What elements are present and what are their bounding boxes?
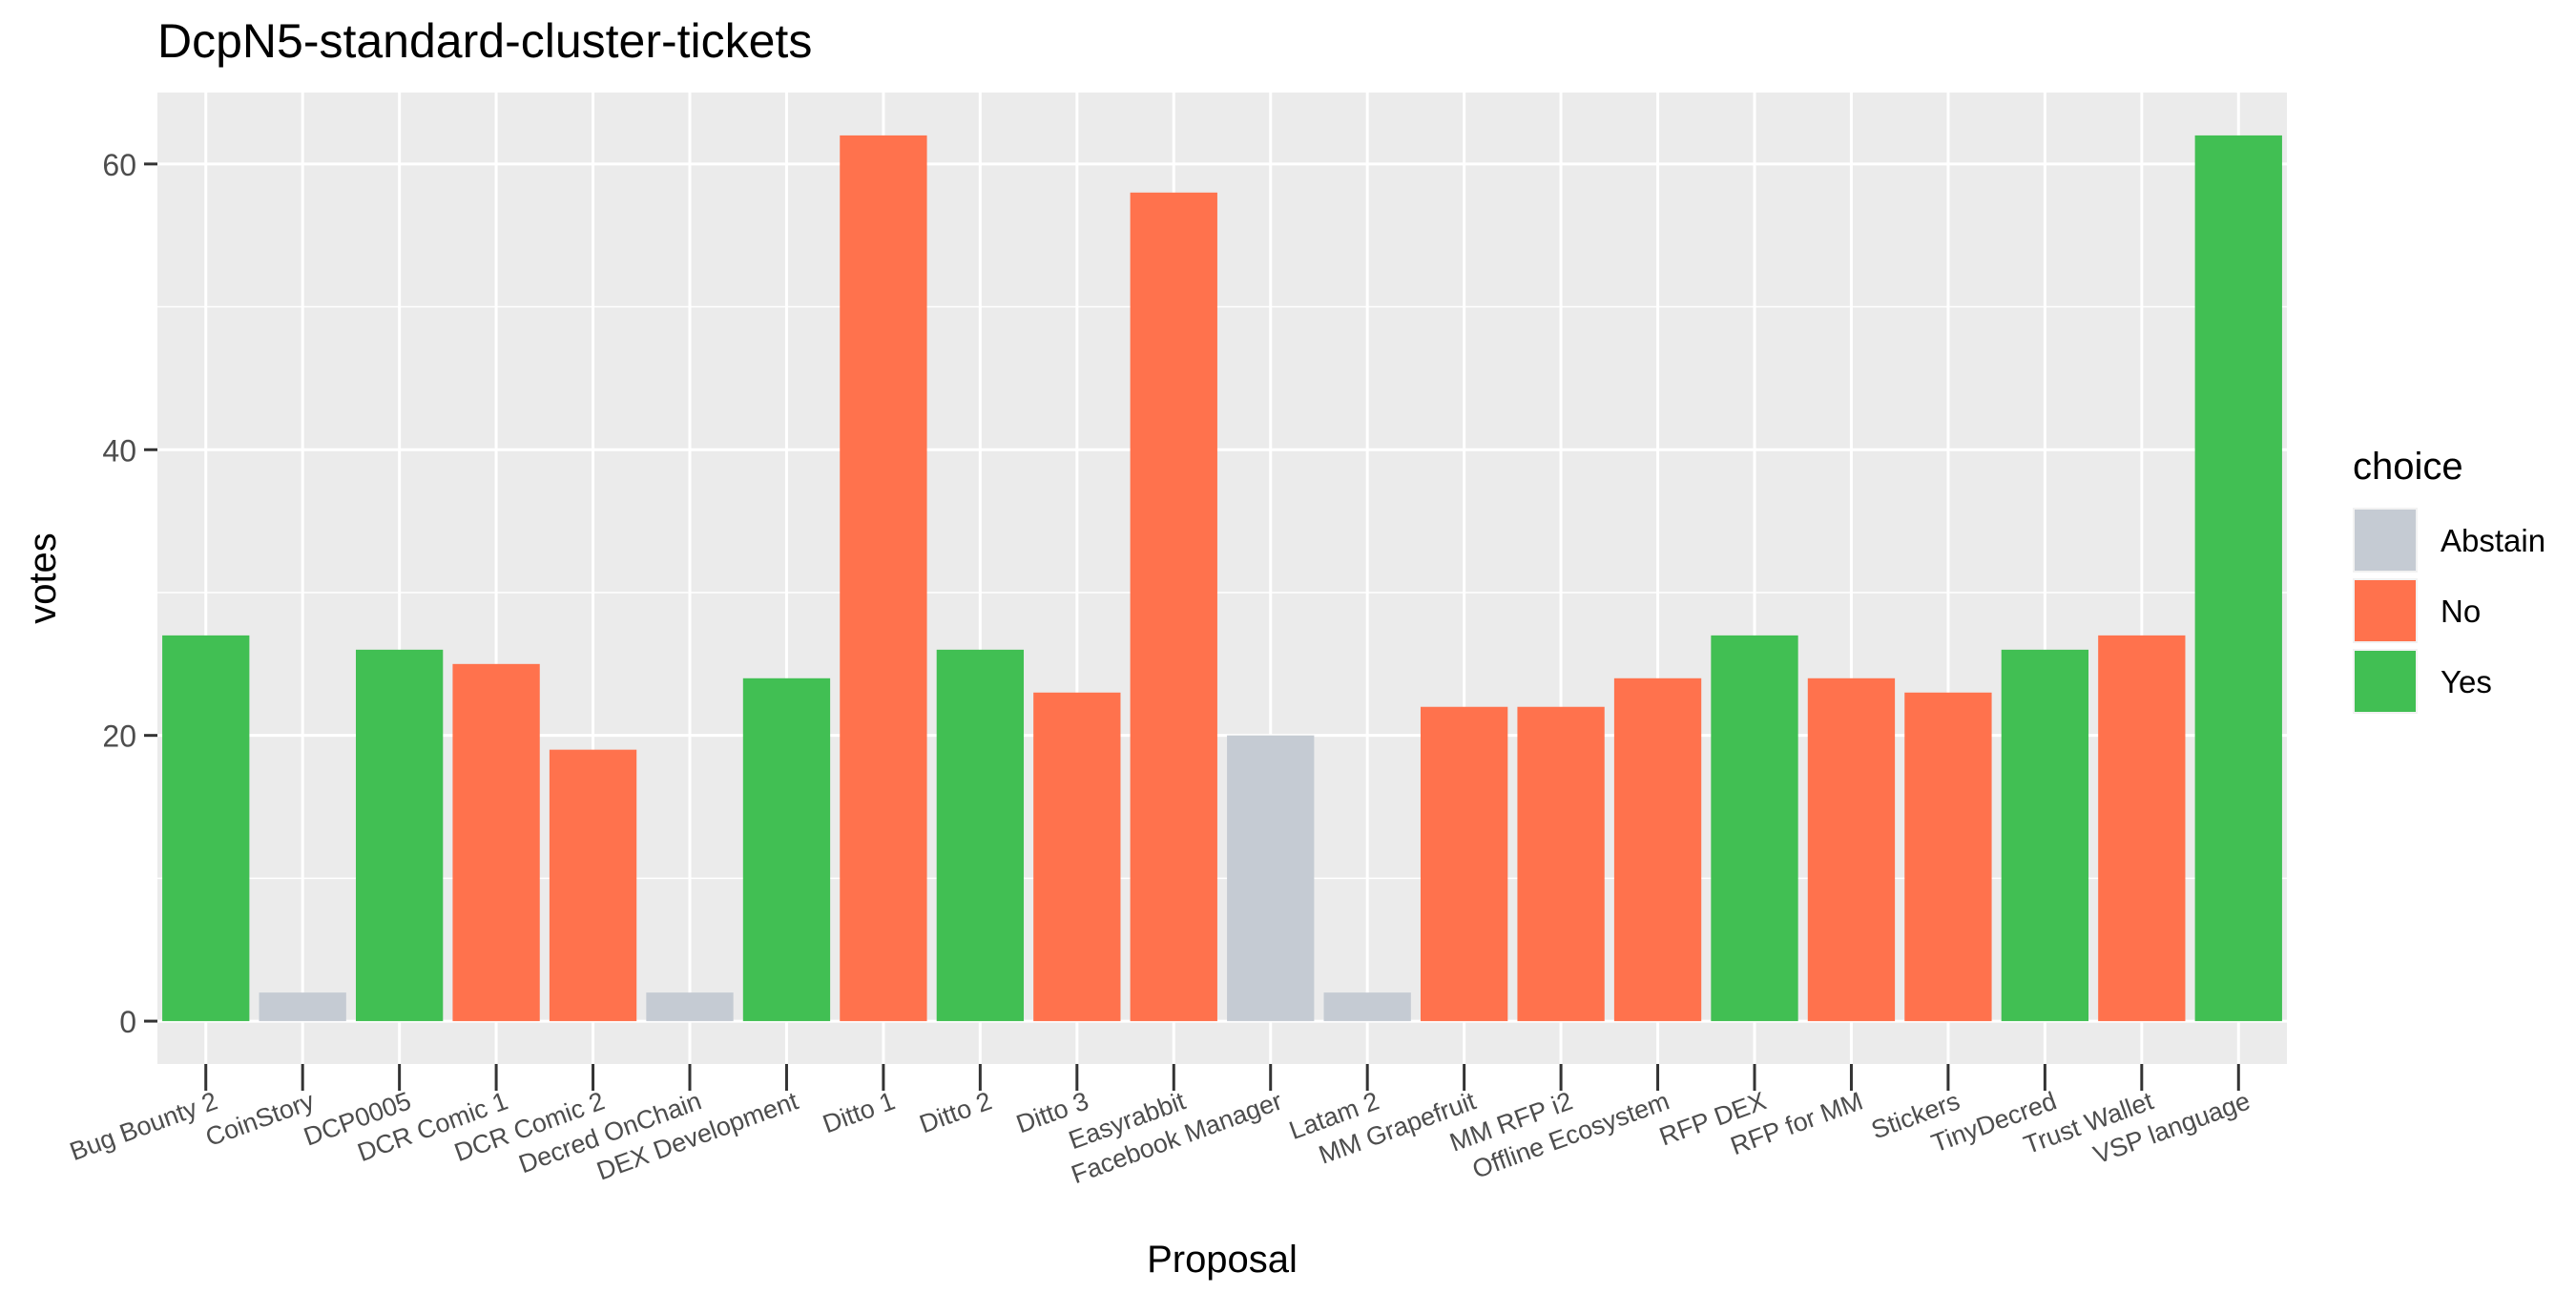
bar-mm-grapefruit: MM Grapefruit: 22	[1420, 706, 1508, 1022]
bar-mm-rfp-i2: MM RFP i2: 22	[1517, 706, 1605, 1022]
chart-title: DcpN5-standard-cluster-tickets	[157, 14, 812, 68]
bar-latam-2: Latam 2: 2	[1323, 992, 1411, 1022]
legend-swatch-abstain	[2355, 510, 2416, 571]
bar-coinstory: CoinStory: 2	[259, 992, 346, 1022]
legend-label-abstain: Abstain	[2441, 523, 2545, 558]
x-tick-label: Ditto 2	[916, 1086, 996, 1138]
y-tick-label: 20	[102, 719, 136, 754]
legend-label-no: No	[2441, 594, 2481, 629]
legend: choice Abstain No Yes	[2353, 446, 2545, 714]
bar-vsp-language: VSP language: 62	[2194, 135, 2282, 1022]
bar-facebook-manager: Facebook Manager: 20	[1227, 735, 1315, 1022]
bar-dcr-comic-2: DCR Comic 2: 19	[549, 749, 637, 1022]
bar-dcp0005: DCP0005: 26	[355, 649, 444, 1022]
legend-swatch-no	[2355, 580, 2416, 641]
x-tick-label: Ditto 1	[819, 1086, 899, 1138]
y-tick-label: 60	[102, 148, 136, 182]
bar-decred-onchain: Decred OnChain: 2	[646, 992, 734, 1022]
bar-dex-development: DEX Development: 24	[742, 678, 831, 1022]
x-tick-label: CoinStory	[202, 1086, 319, 1152]
legend-label-yes: Yes	[2441, 664, 2492, 699]
bar-ditto-2: Ditto 2: 26	[936, 649, 1025, 1022]
bars: Bug Bounty 2: 27CoinStory: 2DCP0005: 26D…	[162, 135, 2282, 1022]
bar-stickers: Stickers: 23	[1904, 692, 1992, 1022]
x-axis-label: Proposal	[1147, 1239, 1298, 1281]
bar-ditto-3: Ditto 3: 23	[1033, 692, 1121, 1022]
legend-title: choice	[2353, 446, 2463, 488]
bar-ditto-1: Ditto 1: 62	[840, 135, 927, 1022]
legend-swatch-yes	[2355, 651, 2416, 712]
y-tick-label: 0	[119, 1005, 136, 1039]
x-tick-label: Bug Bounty 2	[66, 1086, 221, 1166]
y-axis: 0 20 40 60	[102, 148, 157, 1039]
bar-trust-wallet: Trust Wallet: 27	[2098, 635, 2186, 1022]
bar-bug-bounty-2: Bug Bounty 2: 27	[162, 635, 250, 1022]
bar-rfp-dex: RFP DEX: 27	[1711, 635, 1798, 1022]
bar-rfp-for-mm: RFP for MM: 24	[1807, 678, 1896, 1022]
bar-offline-ecosystem: Offline Ecosystem: 24	[1613, 678, 1702, 1022]
y-tick-label: 40	[102, 433, 136, 468]
bar-easyrabbit: Easyrabbit: 58	[1130, 192, 1217, 1022]
bar-dcr-comic-1: DCR Comic 1: 25	[452, 663, 540, 1022]
bar-tinydecred: TinyDecred: 26	[2001, 649, 2089, 1022]
y-axis-label: votes	[22, 532, 64, 624]
